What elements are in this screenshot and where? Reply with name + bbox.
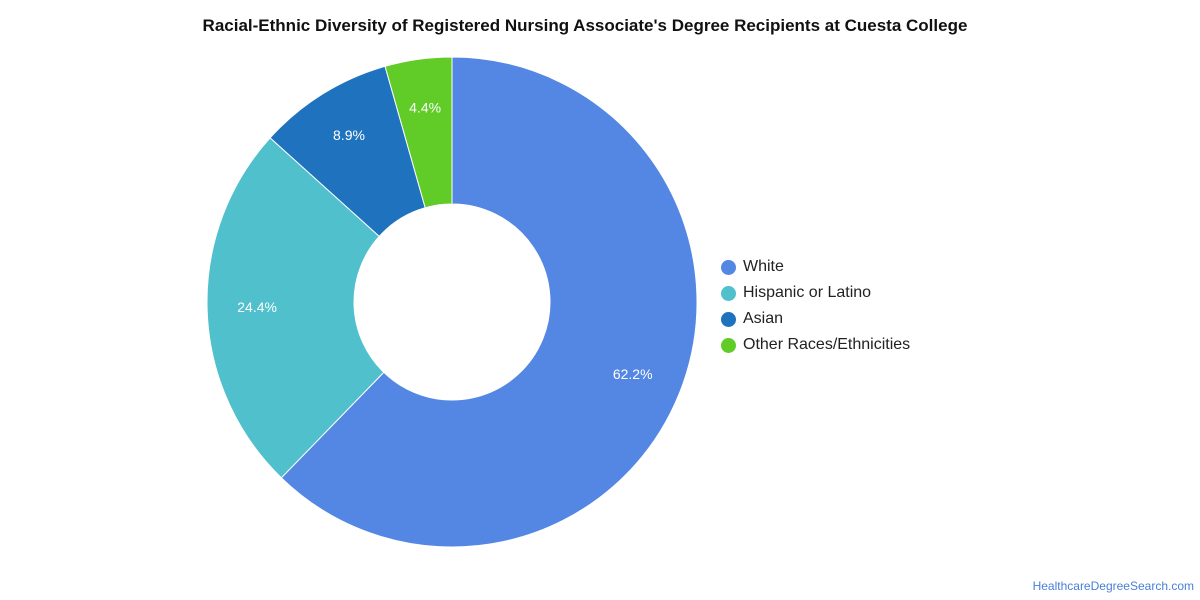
legend-item-other-races-ethnicities[interactable]: Other Races/Ethnicities — [721, 332, 910, 358]
legend-label-hispanic-or-latino: Hispanic or Latino — [743, 284, 872, 301]
legend-label-white: White — [743, 258, 784, 275]
slice-other-races-ethnicities[interactable] — [384, 56, 453, 209]
donut-slices — [206, 56, 698, 548]
legend-label-other-races-ethnicities: Other Races/Ethnicities — [743, 336, 911, 353]
slice-label-white: 62.2% — [613, 366, 653, 382]
legend-swatch-hispanic-or-latino — [721, 285, 736, 301]
legend-swatch-white — [721, 259, 736, 275]
slice-label-asian: 8.9% — [333, 127, 365, 143]
legend-item-hispanic-or-latino[interactable]: Hispanic or Latino — [721, 280, 910, 306]
legend-swatch-asian — [721, 311, 736, 327]
slice-label-other-races-ethnicities: 4.4% — [409, 100, 441, 116]
slice-hispanic-or-latino[interactable] — [206, 137, 385, 479]
credit-link[interactable]: HealthcareDegreeSearch.com — [1032, 579, 1194, 593]
legend-label-asian: Asian — [743, 310, 784, 327]
legend-swatch-other-races-ethnicities — [721, 337, 736, 353]
chart-title: Racial-Ethnic Diversity of Registered Nu… — [202, 16, 968, 35]
legend: White Hispanic or Latino Asian Other Rac… — [721, 254, 910, 358]
slice-labels: 62.2% 24.4% 8.9% 4.4% — [237, 100, 652, 382]
slice-label-hispanic-or-latino: 24.4% — [237, 299, 277, 315]
slice-white[interactable] — [280, 56, 698, 548]
legend-item-white[interactable]: White — [721, 254, 910, 280]
legend-item-asian[interactable]: Asian — [721, 306, 910, 332]
